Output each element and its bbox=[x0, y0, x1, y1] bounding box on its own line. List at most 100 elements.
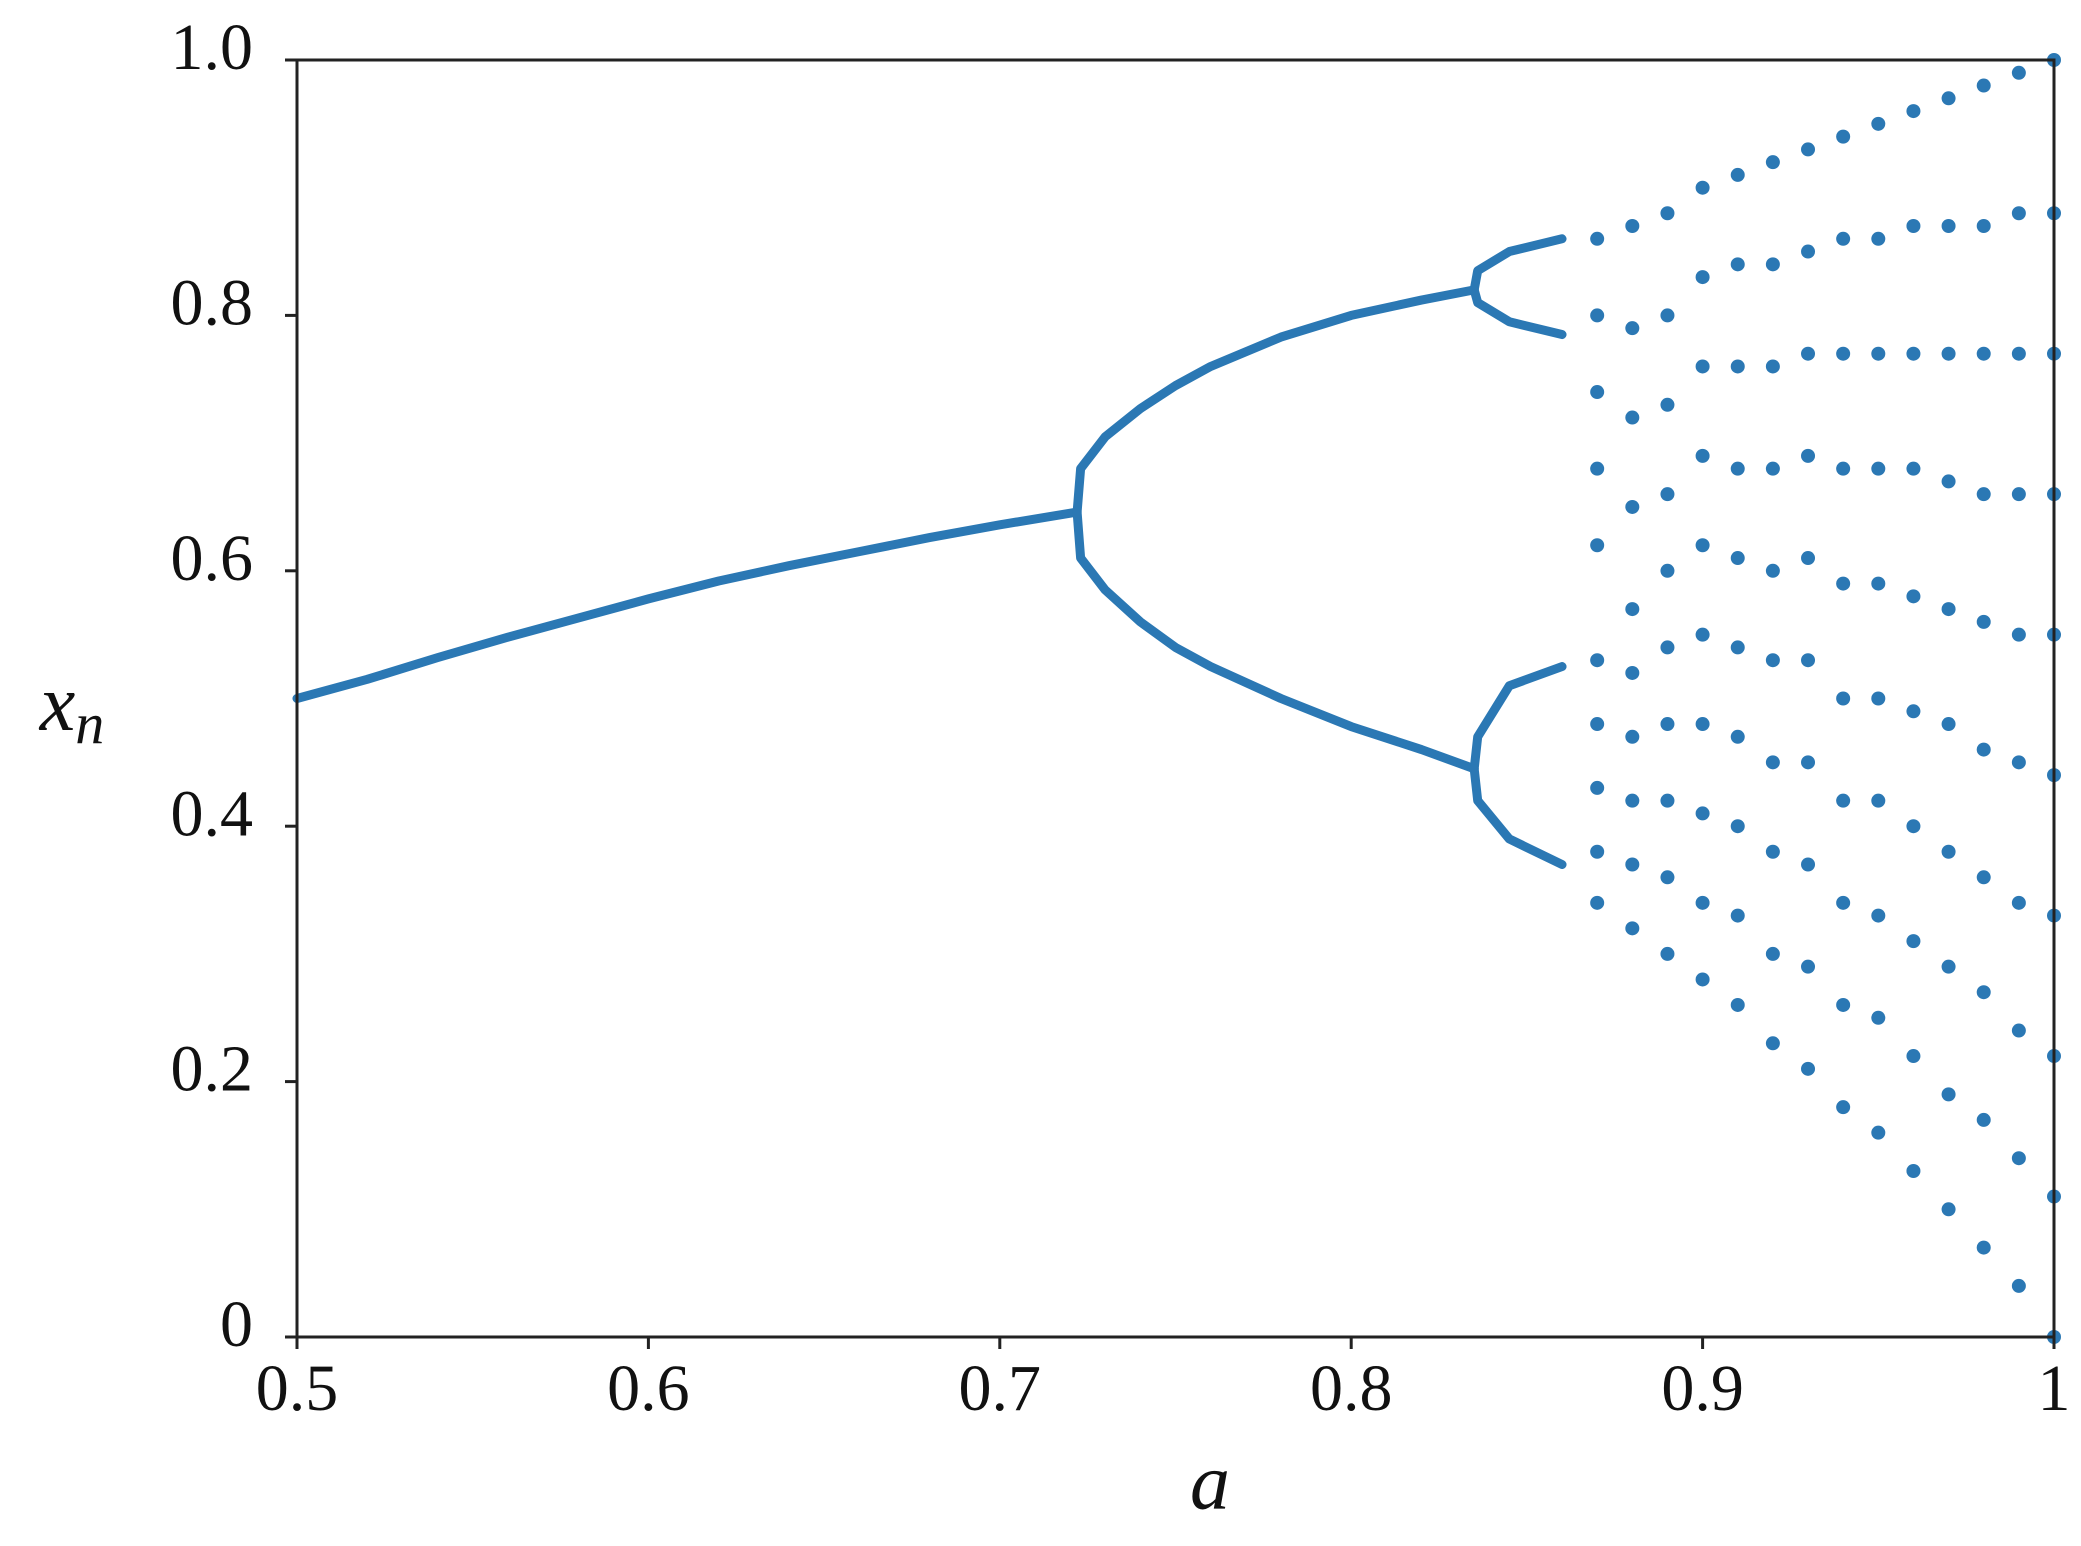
orbit-point bbox=[1660, 870, 1675, 885]
orbit-point bbox=[1906, 104, 1921, 119]
orbit-point bbox=[1730, 729, 1745, 744]
orbit-point bbox=[1695, 538, 1710, 553]
orbit-point bbox=[1976, 614, 1991, 629]
branch-line bbox=[1072, 285, 1479, 517]
orbit-point bbox=[1906, 1163, 1921, 1178]
orbit-point bbox=[1801, 755, 1816, 770]
orbit-point bbox=[1976, 870, 1991, 885]
branch-line bbox=[1469, 764, 1567, 870]
orbit-point bbox=[1695, 895, 1710, 910]
orbit-point bbox=[1801, 244, 1816, 259]
orbit-point bbox=[1976, 346, 1991, 361]
orbit-point bbox=[1765, 257, 1780, 272]
orbit-point bbox=[1836, 576, 1851, 591]
x-axis-label: a bbox=[1190, 1438, 1230, 1526]
orbit-point bbox=[1590, 385, 1605, 400]
branch-line bbox=[1469, 285, 1567, 340]
x-tick-label: 0.6 bbox=[607, 1352, 690, 1425]
x-tick-label: 0.8 bbox=[1310, 1352, 1393, 1425]
orbit-point bbox=[1625, 219, 1640, 234]
orbit-point bbox=[1730, 359, 1745, 374]
orbit-point bbox=[1871, 908, 1886, 923]
orbit-point bbox=[1836, 895, 1851, 910]
orbit-point bbox=[1625, 499, 1640, 514]
orbit-point bbox=[1941, 346, 1956, 361]
orbit-point bbox=[1660, 487, 1675, 502]
orbit-point bbox=[1836, 691, 1851, 706]
orbit-point bbox=[1871, 1010, 1886, 1025]
orbit-point bbox=[1976, 78, 1991, 93]
orbit-point bbox=[1590, 895, 1605, 910]
orbit-point bbox=[1765, 1036, 1780, 1051]
orbit-point bbox=[1871, 461, 1886, 476]
orbit-point bbox=[1941, 1087, 1956, 1102]
orbit-point bbox=[1941, 844, 1956, 859]
orbit-point bbox=[1625, 410, 1640, 425]
branch-line bbox=[1469, 662, 1567, 774]
orbit-point bbox=[1730, 461, 1745, 476]
orbit-point bbox=[1976, 1112, 1991, 1127]
orbit-point bbox=[1695, 627, 1710, 642]
orbit-point bbox=[1941, 959, 1956, 974]
orbit-point bbox=[1695, 972, 1710, 987]
orbit-point bbox=[1871, 346, 1886, 361]
y-tick-label: 0.2 bbox=[171, 1033, 254, 1106]
plot-frame bbox=[295, 58, 2056, 1339]
orbit-point bbox=[1941, 219, 1956, 234]
orbit-point bbox=[1590, 231, 1605, 246]
orbit-point bbox=[1906, 346, 1921, 361]
orbit-point bbox=[1836, 461, 1851, 476]
y-label-sub: n bbox=[75, 691, 104, 756]
orbit-point bbox=[1836, 346, 1851, 361]
orbit-point bbox=[1801, 346, 1816, 361]
orbit-point bbox=[1765, 946, 1780, 961]
orbit-point bbox=[1976, 219, 1991, 234]
orbit-point bbox=[1836, 793, 1851, 808]
y-label-base: x bbox=[39, 660, 76, 748]
orbit-point bbox=[1941, 717, 1956, 732]
orbit-point bbox=[1871, 691, 1886, 706]
orbit-point bbox=[1625, 857, 1640, 872]
orbit-point bbox=[1765, 844, 1780, 859]
orbit-point bbox=[1976, 487, 1991, 502]
orbit-point bbox=[1906, 704, 1921, 719]
orbit-point bbox=[1660, 946, 1675, 961]
orbit-point bbox=[1765, 155, 1780, 170]
orbit-point bbox=[1941, 1202, 1956, 1217]
orbit-point bbox=[1941, 91, 1956, 106]
orbit-point bbox=[1590, 653, 1605, 668]
orbit-point bbox=[1590, 780, 1605, 795]
orbit-point bbox=[1695, 448, 1710, 463]
orbit-point bbox=[1695, 717, 1710, 732]
y-tick-label: 0.4 bbox=[171, 777, 254, 850]
orbit-point bbox=[1660, 308, 1675, 323]
orbit-point bbox=[1906, 219, 1921, 234]
orbit-point bbox=[1660, 563, 1675, 578]
orbit-point bbox=[1871, 793, 1886, 808]
orbit-point bbox=[1871, 231, 1886, 246]
orbit-point bbox=[1730, 257, 1745, 272]
branch-line bbox=[1469, 234, 1567, 295]
orbit-point bbox=[1765, 359, 1780, 374]
orbit-point bbox=[1801, 448, 1816, 463]
orbit-point bbox=[1941, 602, 1956, 617]
orbit-point bbox=[1976, 1240, 1991, 1255]
x-tick-label: 1 bbox=[2038, 1352, 2071, 1425]
orbit-point bbox=[1801, 959, 1816, 974]
orbit-point bbox=[1871, 116, 1886, 131]
orbit-point bbox=[2011, 1023, 2026, 1038]
y-axis-label: xn bbox=[39, 660, 105, 756]
orbit-point bbox=[1906, 461, 1921, 476]
orbit-point bbox=[1695, 180, 1710, 195]
orbit-point bbox=[2011, 1278, 2026, 1293]
orbit-point bbox=[2011, 346, 2026, 361]
y-tick-label: 0 bbox=[220, 1288, 253, 1361]
orbit-point bbox=[1801, 142, 1816, 157]
x-tick-label: 0.9 bbox=[1661, 1352, 1744, 1425]
y-tick-label: 1.0 bbox=[171, 11, 254, 84]
orbit-point bbox=[1906, 934, 1921, 949]
orbit-point bbox=[1625, 665, 1640, 680]
orbit-point bbox=[2011, 487, 2026, 502]
